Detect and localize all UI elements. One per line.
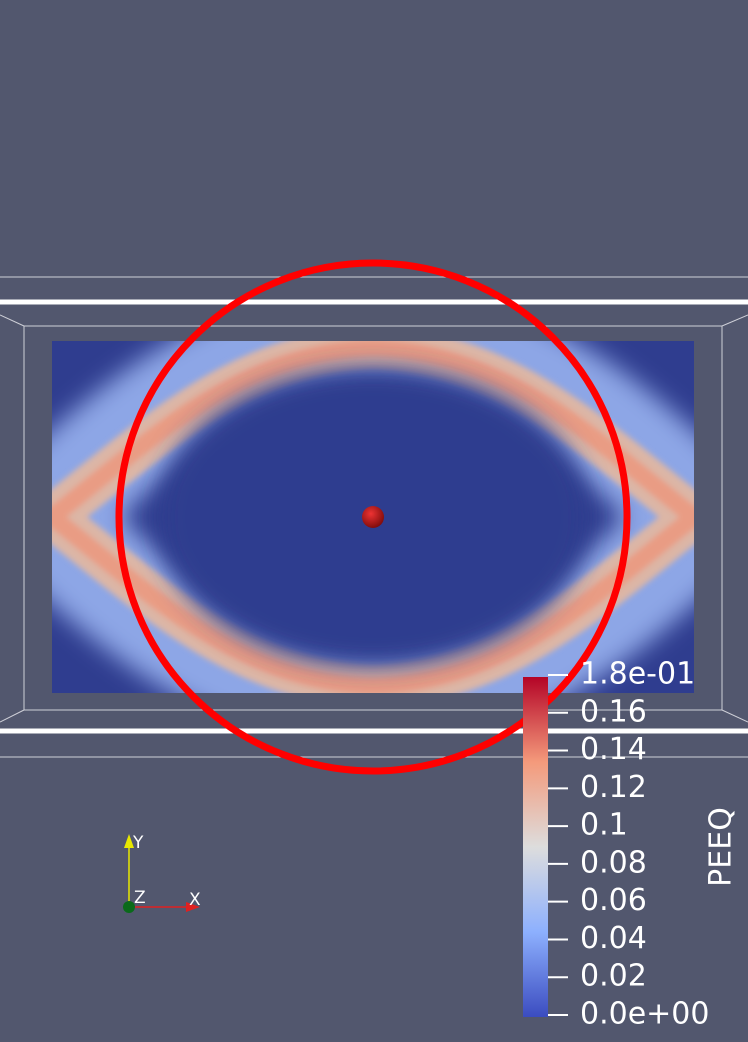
tick-label: 0.14 [580,732,647,767]
tick-label: 0.02 [580,959,647,994]
outline [23,325,723,711]
outline [0,314,748,723]
sphere [362,506,384,528]
axis-label: Y [132,833,144,853]
colorbar-title: PEEQ [704,807,739,887]
highlight-circle [115,259,631,775]
colorbar [523,677,548,1017]
tick-label: 1.8e-01 [580,657,695,692]
tick-label: 0.04 [580,921,647,956]
tick-label: 0.06 [580,883,647,918]
axes-triad: Y X Z [123,833,201,913]
tick-label: 0.12 [580,770,647,805]
axis-label: Z [134,888,146,908]
tick-label: 0.0e+00 [580,997,709,1032]
tick-label: 0.08 [580,845,647,880]
axis-label: X [189,890,201,910]
tick-label: 0.16 [580,694,647,729]
tick-label: 0.1 [580,808,628,843]
